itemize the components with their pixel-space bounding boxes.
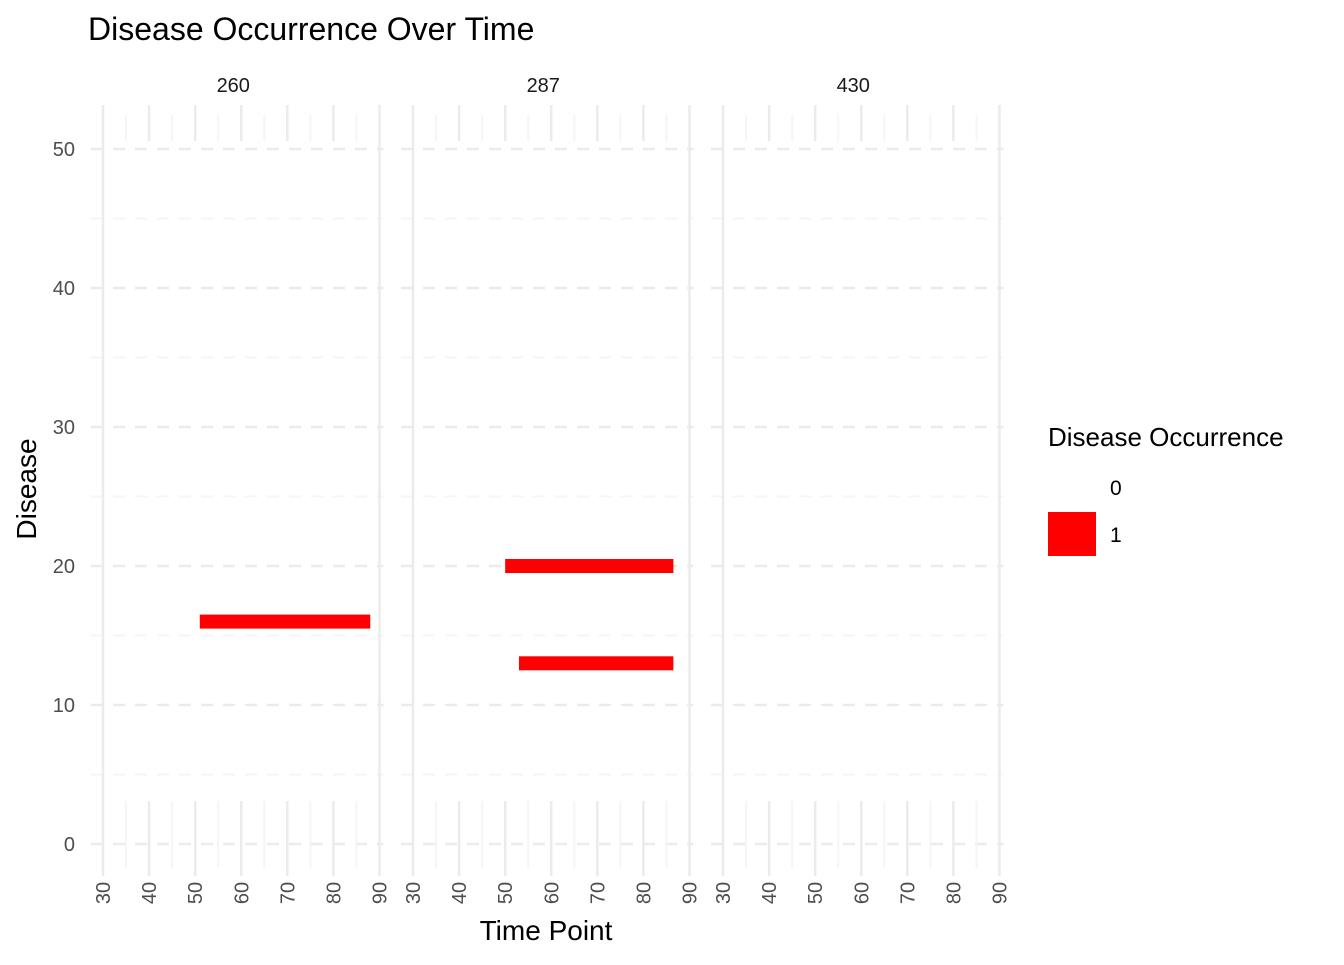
y-tick-label: 20 [53,556,75,578]
x-tick-label: 90 [680,882,702,904]
x-tick-label: 80 [633,882,655,904]
chart-title: Disease Occurrence Over Time [88,11,534,47]
legend-key-1 [1048,512,1096,556]
x-tick-label: 90 [990,882,1012,904]
legend-label-1: 1 [1110,524,1122,547]
x-tick-label: 50 [185,882,207,904]
x-tick-label: 30 [93,882,115,904]
x-tick-label: 60 [851,882,873,904]
panel-label-287: 287 [527,75,560,97]
x-tick-label: 70 [587,882,609,904]
x-tick-label: 80 [943,882,965,904]
x-tick-label: 30 [713,882,735,904]
legend-key-0 [1048,465,1096,509]
x-tick-label: 90 [370,882,392,904]
segment-bar-panel-287-1 [518,656,674,671]
legend-label-0: 0 [1110,477,1122,500]
y-tick-label: 30 [53,417,75,439]
legend-title: Disease Occurrence [1048,422,1284,452]
x-tick-label: 80 [323,882,345,904]
x-tick-label: 60 [231,882,253,904]
x-tick-label: 60 [541,882,563,904]
x-tick-label: 70 [897,882,919,904]
y-axis-label: Disease [11,438,42,539]
panel-label-260: 260 [217,75,250,97]
x-tick-label: 50 [495,882,517,904]
plot-layer: 0 10 20 30 40 50 260 30 40 50 60 70 80 90 287 30 40 50 60 7… [53,75,1012,904]
x-tick-label: 70 [277,882,299,904]
y-tick-label: 40 [53,278,75,300]
x-tick-label: 40 [139,882,161,904]
x-tick-label: 40 [759,882,781,904]
x-axis-label: Time Point [480,915,613,946]
y-tick-label: 10 [53,695,75,717]
y-tick-label: 50 [53,139,75,161]
x-tick-label: 50 [805,882,827,904]
y-tick-label: 0 [64,834,75,856]
segment-bar-panel-287-0 [505,559,674,573]
x-tick-label: 40 [449,882,471,904]
segment-bar-panel-260-0 [199,614,371,629]
panel-label-430: 430 [837,75,870,97]
x-tick-label: 30 [403,882,425,904]
